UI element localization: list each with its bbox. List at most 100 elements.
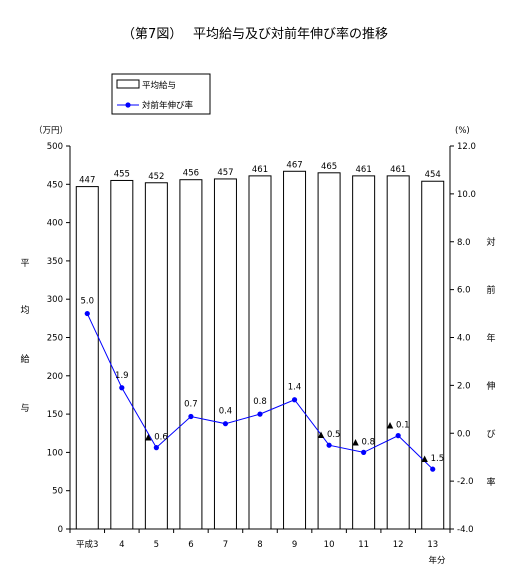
growth-rate-point (291, 397, 298, 403)
bar (144, 182, 168, 530)
left-tick-label: 200 (47, 372, 63, 382)
bar (179, 179, 203, 530)
right-axis-label-char: 率 (486, 476, 495, 488)
right-tick-label: 8.0 (457, 238, 471, 248)
bar (386, 175, 410, 530)
x-tick-label: 13 (427, 540, 438, 550)
right-tick-label: 4.0 (457, 334, 471, 344)
bar-series (75, 170, 445, 530)
growth-rate-point (153, 445, 159, 451)
x-tick-label: 5 (154, 540, 159, 550)
growth-rate-label: ▲ 1.5 (421, 454, 444, 464)
right-tick-label: 0.0 (457, 429, 471, 439)
growth-rate-point (257, 411, 263, 417)
x-tick-label: 平成3 (76, 539, 98, 550)
growth-rate-label: 0.4 (219, 407, 233, 417)
growth-rate-label: 0.7 (184, 399, 198, 409)
left-tick-label: 350 (47, 257, 63, 267)
right-axis-label: 対前年伸び率 (486, 236, 495, 488)
left-axis-unit: （万円） (34, 125, 68, 136)
bar (317, 172, 341, 530)
growth-rate-point (119, 385, 125, 391)
growth-rate-point (361, 449, 367, 455)
x-tick-label: 10 (324, 540, 335, 550)
bar-value-label: 467 (286, 160, 302, 170)
growth-rate-label: ▲ 0.5 (318, 430, 341, 440)
left-axis-label-char: 平 (20, 258, 29, 269)
growth-rate-label: ▲ 0.6 (145, 433, 168, 443)
right-tick-label: 2.0 (457, 381, 471, 391)
left-tick-label: 150 (47, 410, 63, 420)
bar-value-label: 456 (183, 169, 199, 179)
left-tick-label: 50 (52, 487, 63, 497)
legend-line-marker (125, 102, 131, 108)
left-tick-label: 400 (47, 219, 63, 229)
x-tick-label: 7 (223, 540, 228, 550)
growth-rate-point (222, 421, 229, 427)
x-axis-unit: 年分 (428, 555, 446, 566)
growth-rate-series (84, 310, 436, 472)
bar-value-label: 465 (321, 162, 337, 172)
growth-rate-label: 1.4 (288, 383, 302, 393)
right-tick-label: 12.0 (457, 142, 476, 152)
x-tick-label: 4 (119, 540, 124, 550)
bar (110, 179, 134, 530)
bar (213, 178, 237, 530)
bar-value-label: 457 (217, 168, 233, 178)
left-tick-label: 450 (47, 180, 63, 190)
right-axis-label-char: 年 (486, 332, 495, 344)
left-tick-label: 100 (47, 448, 63, 458)
x-tick-label: 9 (292, 540, 297, 550)
growth-rate-point (188, 413, 194, 420)
bar-value-label: 455 (114, 169, 130, 179)
x-tick-label: 8 (257, 540, 262, 550)
growth-rate-label: 5.0 (81, 297, 95, 307)
left-axis-label: 平均給与 (20, 258, 29, 414)
left-tick-label: 0 (58, 525, 63, 535)
growth-rate-point (326, 442, 332, 448)
right-axis-ticks: -4.0 -2.0 0.0 2.0 4.0 6.0 8.0 10.0 12.0 (450, 142, 476, 535)
x-axis-ticks: 平成3 4 5 6 7 8 9 10 11 12 13 (69, 529, 451, 550)
right-axis-label-char: 前 (486, 284, 495, 296)
left-axis-label-char: 与 (20, 403, 29, 414)
bar-value-label: 454 (425, 170, 441, 180)
bar-value-label: 461 (252, 165, 268, 175)
left-tick-label: 300 (47, 295, 63, 305)
right-axis-label-char: び (486, 429, 495, 440)
bar (283, 170, 307, 530)
left-axis-label-char: 給 (20, 353, 29, 365)
legend: 平均給与 対前年伸び率 (111, 73, 211, 115)
chart-title: （第7図） 平均給与及び対前年伸び率の推移 (122, 26, 388, 42)
growth-rate-label: ▲ 0.1 (387, 421, 410, 431)
legend-bar-label: 平均給与 (142, 80, 176, 91)
right-axis-label-char: 伸 (486, 380, 495, 392)
right-tick-label: 10.0 (457, 190, 476, 200)
growth-rate-point (84, 310, 90, 317)
left-axis-label-char: 均 (20, 304, 29, 316)
left-tick-label: 250 (47, 334, 63, 344)
x-tick-label: 6 (188, 540, 193, 550)
right-axis-label-char: 対 (486, 236, 495, 248)
growth-rate-point (395, 433, 401, 439)
x-tick-label: 11 (358, 540, 369, 550)
bar-value-label: 447 (79, 176, 95, 186)
bar (421, 180, 445, 530)
right-tick-label: -2.0 (457, 477, 474, 487)
bar (75, 186, 99, 530)
bar (352, 175, 376, 530)
left-tick-label: 500 (47, 142, 63, 152)
growth-rate-label: ▲ 0.8 (352, 437, 375, 447)
growth-rate-label: 0.8 (253, 397, 267, 407)
legend-line-label: 対前年伸び率 (142, 100, 194, 111)
legend-bar-swatch (116, 79, 140, 89)
growth-rate-labels: 5.0 1.9 ▲ 0.6 0.7 0.4 0.8 1.4 ▲ 0.5 ▲ 0.8 ▲ 0.1 ▲ … (81, 297, 445, 465)
bar-value-labels: 447 455 452 456 457 461 467 465 461 461 454 (79, 160, 441, 185)
right-tick-label: 6.0 (457, 286, 471, 296)
bar-value-label: 452 (148, 172, 164, 182)
bar-value-label: 461 (390, 165, 406, 175)
bar-value-label: 461 (356, 165, 372, 175)
growth-rate-point (430, 466, 436, 472)
left-axis-ticks: 0 50 100 150 200 250 300 350 400 450 500 (47, 142, 70, 535)
right-tick-label: -4.0 (457, 525, 474, 535)
